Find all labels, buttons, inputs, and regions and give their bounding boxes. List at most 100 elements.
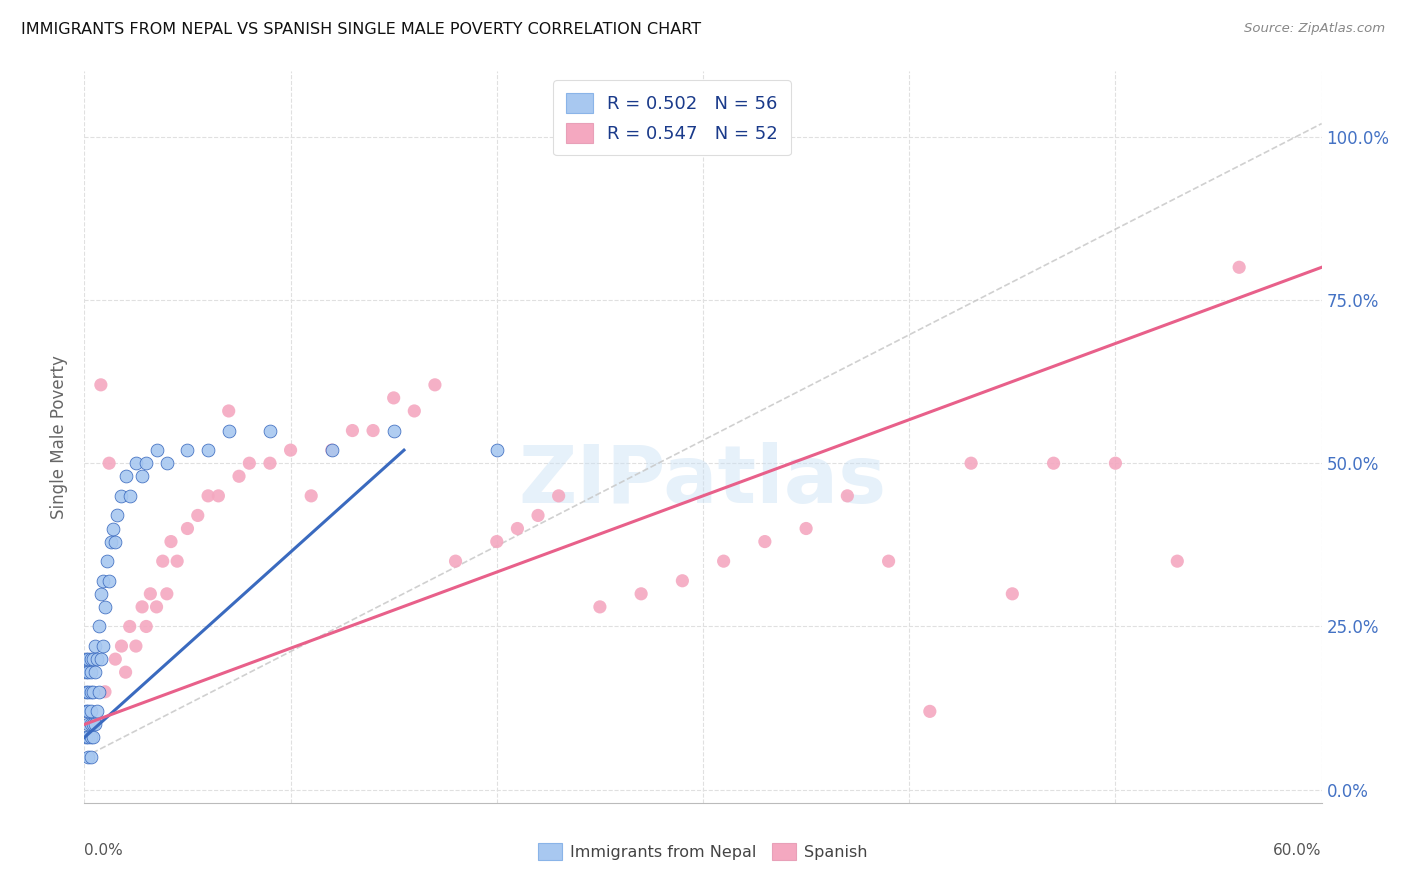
Point	[104, 534, 127, 549]
Point	[713, 554, 735, 568]
Legend: Immigrants from Nepal, Spanish: Immigrants from Nepal, Spanish	[530, 836, 876, 868]
Point	[87, 685, 110, 699]
Point	[197, 489, 219, 503]
Point	[404, 404, 426, 418]
Point	[218, 424, 240, 438]
Point	[79, 685, 101, 699]
Point	[79, 652, 101, 666]
Point	[145, 599, 167, 614]
Point	[960, 456, 983, 470]
Point	[176, 521, 198, 535]
Point	[114, 469, 136, 483]
Point	[77, 750, 100, 764]
Point	[485, 443, 508, 458]
Point	[589, 599, 612, 614]
Point	[547, 489, 569, 503]
Point	[131, 599, 153, 614]
Point	[82, 717, 104, 731]
Point	[87, 619, 110, 633]
Point	[110, 489, 132, 503]
Point	[527, 508, 550, 523]
Point	[110, 639, 132, 653]
Point	[114, 665, 136, 680]
Point	[91, 639, 114, 653]
Point	[75, 731, 97, 745]
Point	[105, 508, 128, 523]
Point	[1104, 456, 1126, 470]
Point	[342, 424, 364, 438]
Point	[79, 750, 101, 764]
Point	[1001, 587, 1024, 601]
Text: IMMIGRANTS FROM NEPAL VS SPANISH SINGLE MALE POVERTY CORRELATION CHART: IMMIGRANTS FROM NEPAL VS SPANISH SINGLE …	[21, 22, 702, 37]
Point	[218, 404, 240, 418]
Point	[1042, 456, 1064, 470]
Point	[754, 534, 776, 549]
Point	[90, 652, 112, 666]
Point	[118, 619, 141, 633]
Point	[98, 574, 121, 588]
Point	[506, 521, 529, 535]
Point	[485, 534, 508, 549]
Point	[83, 639, 105, 653]
Point	[79, 665, 101, 680]
Point	[321, 443, 343, 458]
Point	[444, 554, 467, 568]
Point	[79, 705, 101, 719]
Point	[79, 731, 101, 745]
Point	[77, 705, 100, 719]
Point	[176, 443, 198, 458]
Point	[77, 685, 100, 699]
Point	[125, 456, 148, 470]
Point	[86, 652, 108, 666]
Point	[228, 469, 250, 483]
Point	[79, 717, 101, 731]
Text: 0.0%: 0.0%	[84, 843, 124, 858]
Point	[103, 521, 125, 535]
Point	[152, 554, 174, 568]
Point	[156, 456, 179, 470]
Point	[75, 652, 97, 666]
Point	[94, 685, 117, 699]
Point	[197, 443, 219, 458]
Point	[671, 574, 693, 588]
Point	[207, 489, 229, 503]
Point	[77, 731, 100, 745]
Point	[280, 443, 302, 458]
Point	[187, 508, 209, 523]
Point	[145, 443, 167, 458]
Point	[125, 639, 148, 653]
Point	[135, 619, 157, 633]
Point	[82, 685, 104, 699]
Point	[166, 554, 188, 568]
Point	[361, 424, 384, 438]
Text: Source: ZipAtlas.com: Source: ZipAtlas.com	[1244, 22, 1385, 36]
Point	[94, 599, 117, 614]
Point	[96, 554, 118, 568]
Point	[382, 424, 405, 438]
Point	[259, 424, 281, 438]
Point	[877, 554, 900, 568]
Point	[321, 443, 343, 458]
Point	[299, 489, 322, 503]
Point	[139, 587, 162, 601]
Point	[794, 521, 817, 535]
Point	[75, 665, 97, 680]
Point	[75, 705, 97, 719]
Point	[382, 391, 405, 405]
Point	[259, 456, 281, 470]
Y-axis label: Single Male Poverty: Single Male Poverty	[51, 355, 69, 519]
Point	[160, 534, 183, 549]
Point	[90, 377, 112, 392]
Point	[238, 456, 260, 470]
Point	[1227, 260, 1250, 275]
Point	[82, 731, 104, 745]
Point	[837, 489, 859, 503]
Point	[423, 377, 446, 392]
Text: 60.0%: 60.0%	[1274, 843, 1322, 858]
Point	[630, 587, 652, 601]
Text: ZIPatlas: ZIPatlas	[519, 442, 887, 520]
Point	[104, 652, 127, 666]
Point	[100, 534, 122, 549]
Point	[131, 469, 153, 483]
Point	[918, 705, 941, 719]
